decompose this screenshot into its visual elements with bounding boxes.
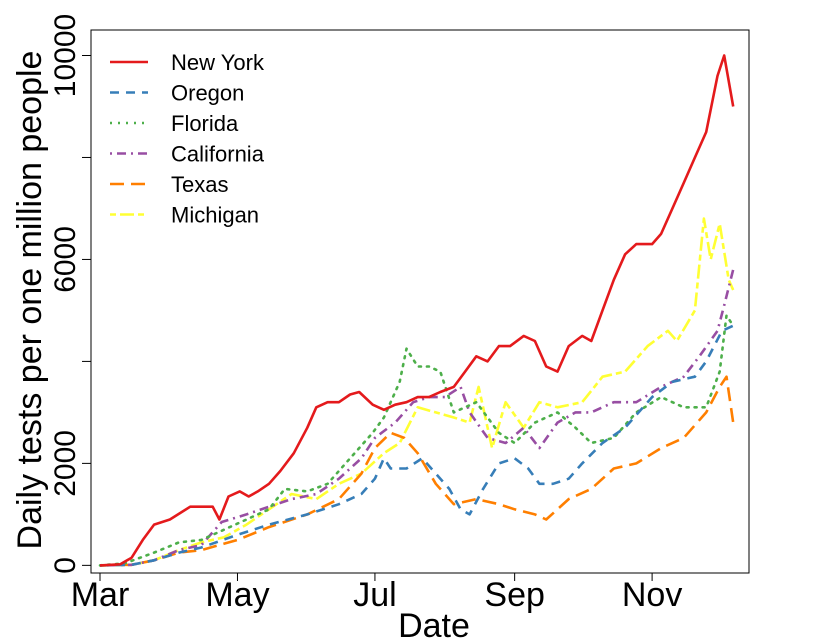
x-tick-label: Jul [353, 576, 396, 614]
series-line-michigan [99, 217, 735, 567]
series-line-oregon [99, 324, 734, 567]
y-tick-label: 0 [49, 557, 82, 574]
y-tick-label: 6000 [49, 226, 82, 293]
legend: New York Oregon Florida California Texas Mich… [110, 50, 265, 228]
x-axis: Mar May Jul Sep Nov [71, 572, 682, 614]
legend-label: Texas [171, 172, 228, 197]
legend-label: California [171, 142, 265, 167]
x-tick-label: May [205, 576, 269, 614]
legend-label: Oregon [171, 81, 244, 106]
y-axis-title: Daily tests per one million people [11, 51, 49, 550]
series-line-california [99, 269, 735, 567]
legend-label: Florida [171, 111, 239, 136]
y-axis: 0 2000 6000 10000 [49, 14, 92, 574]
y-tick-label: 2000 [49, 430, 82, 497]
x-tick-label: Mar [71, 576, 130, 614]
y-tick-label: 10000 [49, 14, 82, 97]
series-line-texas [99, 375, 735, 567]
series-line-florida [98, 314, 735, 567]
x-tick-label: Nov [622, 576, 682, 614]
legend-label: New York [171, 50, 265, 75]
series-line-new-york [99, 54, 735, 567]
legend-label: Michigan [171, 203, 259, 228]
series-layer [98, 54, 735, 567]
x-axis-title: Date [398, 607, 470, 642]
x-tick-label: Sep [484, 576, 545, 614]
